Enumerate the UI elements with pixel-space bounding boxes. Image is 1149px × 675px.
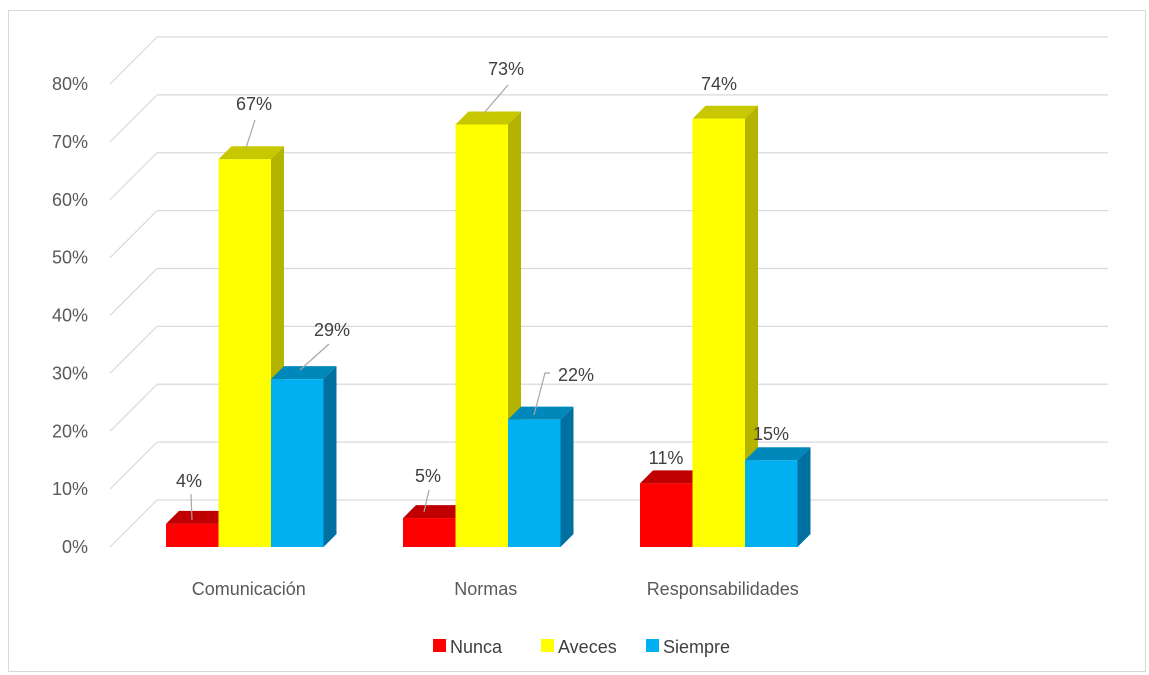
legend-label: Siempre [663, 637, 730, 657]
data-label: 4% [176, 471, 202, 491]
legend: Nunca Aveces Siempre [433, 637, 730, 657]
bar-side [560, 406, 574, 547]
leader-line [190, 493, 193, 521]
leader-line [423, 489, 430, 513]
legend-swatch [433, 639, 446, 652]
bars [166, 105, 811, 548]
data-label: 74% [701, 74, 737, 94]
y-tick-label: 40% [52, 306, 88, 326]
gridline-diagonal [109, 152, 158, 201]
data-label: 11% [649, 448, 684, 468]
data-label: 29% [314, 320, 350, 340]
bar-nunca [403, 518, 456, 547]
gridline-diagonal [109, 36, 158, 85]
leader-line [299, 343, 330, 371]
bar-top [640, 470, 706, 484]
legend-label: Aveces [558, 637, 617, 657]
bar-top [166, 510, 232, 524]
bar-siempre [271, 379, 324, 547]
x-tick-label: Comunicación [192, 579, 306, 599]
legend-swatch [541, 639, 554, 652]
bar-top [403, 505, 469, 519]
bar-nunca [640, 483, 693, 547]
chart-frame [8, 10, 1146, 672]
legend-swatch [646, 639, 659, 652]
gridline-diagonal [109, 441, 158, 490]
gridline-diagonal [109, 325, 158, 374]
gridline-diagonal [109, 499, 158, 548]
gridline-diagonal [109, 383, 158, 432]
data-labels: 4% 67% 29% 5% 73% 22% 11% 74% 15% [176, 59, 789, 521]
leader-line [245, 119, 256, 149]
data-label: 67% [236, 94, 272, 114]
y-axis-ticks: 0% 10% 20% 30% 40% 50% 60% 70% 80% [52, 74, 88, 557]
gridline-diagonal [109, 94, 158, 143]
bar-top [271, 366, 337, 380]
data-label: 73% [488, 59, 524, 79]
gridline-diagonal [109, 268, 158, 316]
bar-side [797, 447, 811, 547]
bar-aveces [218, 159, 271, 548]
bar-aveces [692, 118, 745, 547]
y-tick-label: 10% [52, 479, 88, 499]
bar-siempre [508, 419, 561, 547]
gridline-diagonal [109, 210, 158, 259]
x-tick-label: Normas [454, 579, 517, 599]
y-tick-label: 80% [52, 74, 88, 94]
y-tick-label: 0% [62, 537, 88, 557]
data-label: 5% [415, 466, 441, 486]
legend-label: Nunca [450, 637, 503, 657]
y-tick-label: 70% [52, 132, 88, 152]
bar-top [508, 406, 574, 420]
x-axis-ticks: Comunicación Normas Responsabilidades [192, 579, 799, 599]
bar-top [455, 111, 521, 125]
bar-siempre [745, 460, 798, 547]
y-tick-label: 30% [52, 363, 88, 383]
bar-side [323, 366, 337, 547]
bar-side [745, 105, 758, 547]
y-tick-label: 20% [52, 421, 88, 441]
bar-aveces [455, 124, 508, 547]
bar-nunca [166, 523, 219, 547]
leader-line [533, 372, 550, 416]
data-label: 15% [753, 424, 789, 444]
data-label: 22% [558, 365, 594, 385]
bar-top [218, 146, 284, 160]
y-tick-label: 60% [52, 190, 88, 210]
bar-top [692, 105, 758, 119]
x-tick-label: Responsabilidades [647, 579, 799, 599]
y-tick-label: 50% [52, 248, 88, 268]
leader-line [483, 84, 509, 114]
bar-top [745, 447, 811, 461]
